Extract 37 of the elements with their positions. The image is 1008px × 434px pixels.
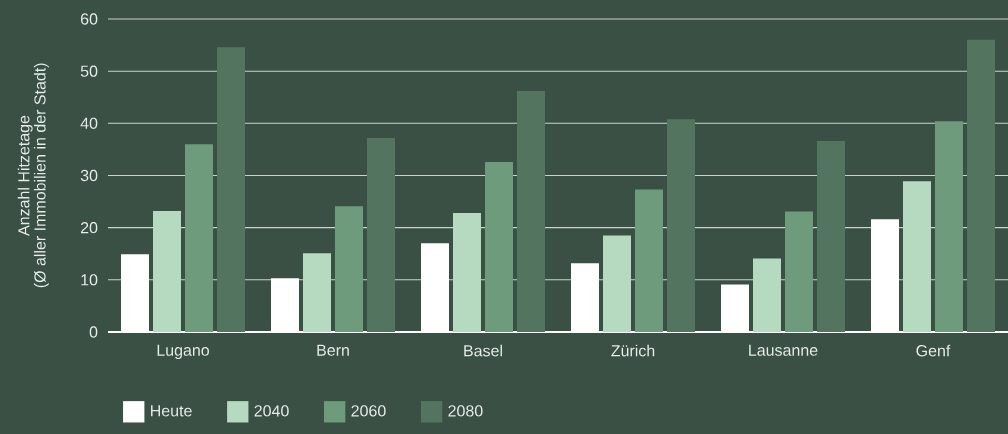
x-tick-label: Lugano xyxy=(157,344,210,360)
bar xyxy=(453,213,481,332)
x-tick-label: Lausanne xyxy=(749,344,818,356)
bar xyxy=(367,137,395,332)
text: (Ø aller Immobilien in der Stadt) xyxy=(33,63,49,288)
bar xyxy=(966,39,995,332)
legend-label: 2080 xyxy=(448,405,483,417)
bar xyxy=(303,253,331,332)
bar xyxy=(153,210,181,332)
legend-label: 2060 xyxy=(351,405,386,417)
bar xyxy=(485,161,513,332)
y-tick-label: 40 xyxy=(80,117,98,129)
y-tick-label: 20 xyxy=(80,222,98,234)
bar xyxy=(817,141,845,332)
y-tick-label: 50 xyxy=(80,65,98,77)
bar xyxy=(667,119,695,332)
bar xyxy=(603,235,631,332)
x-tick-label: Bern xyxy=(317,344,349,356)
y-axis-title: Anzahl Hitzetage xyxy=(17,115,33,236)
bar xyxy=(935,121,963,332)
x-tick-label: Genf xyxy=(916,344,951,357)
y-tick-label: 30 xyxy=(80,169,98,182)
bar xyxy=(753,258,781,332)
legend-label: 2040 xyxy=(254,405,289,417)
bar xyxy=(635,189,663,332)
bar xyxy=(785,211,813,332)
bar xyxy=(903,181,931,332)
legend-label: Heute xyxy=(151,405,192,417)
bar xyxy=(335,206,363,332)
y-tick-label: 10 xyxy=(81,274,98,286)
y-tick-label: 0 xyxy=(89,326,98,338)
bar xyxy=(185,144,213,332)
bar xyxy=(517,90,545,332)
y-tick-label: 60 xyxy=(80,13,98,25)
bar xyxy=(217,47,245,332)
x-tick-label: Zürich xyxy=(611,344,655,357)
x-tick-label: Basel xyxy=(464,344,502,357)
